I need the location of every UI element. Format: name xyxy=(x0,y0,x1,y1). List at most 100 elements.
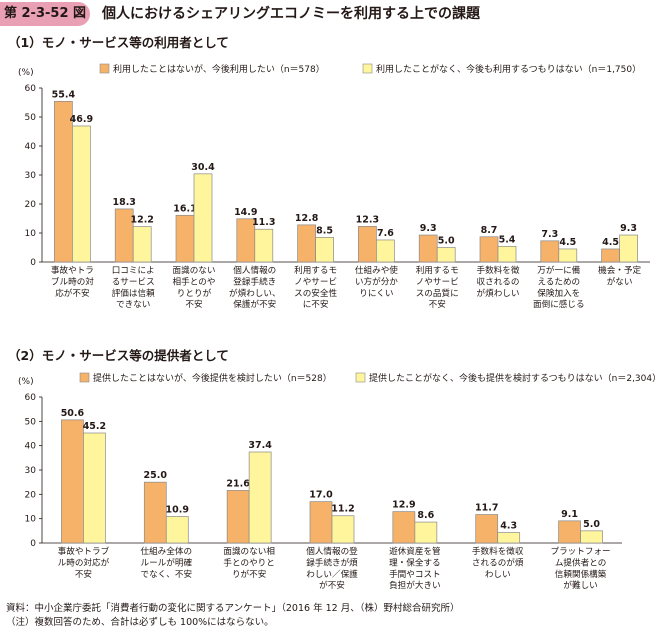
chart1-category-label-9: 万が一に備 xyxy=(537,264,580,276)
chart2-value-label-s1-c6: 11.7 xyxy=(475,503,498,514)
chart1-value-label-s2-c10: 9.3 xyxy=(620,223,637,234)
chart2-category-label-7: プラットフォー xyxy=(550,546,610,557)
chart2-category-label-7: ム提供者との xyxy=(555,556,606,568)
chart1-bar-s2-c8 xyxy=(497,245,517,263)
chart1-bar-s2-c7 xyxy=(436,247,456,263)
chart1-category-label-2: 評価は信頼 xyxy=(112,287,155,299)
chart1-category-label-6: りにくい xyxy=(359,288,393,299)
chart1-category-label-8: 収されるの xyxy=(477,275,520,287)
chart1-category-label-7: ノやサービ xyxy=(416,276,459,287)
chart2-value-label-s2-c5: 8.6 xyxy=(417,510,434,521)
chart1-y-tick-label: 20 xyxy=(25,200,37,210)
chart1-value-label-s1-c2: 18.3 xyxy=(112,197,135,208)
chart2-category-label-6: されるのが煩 xyxy=(472,556,524,568)
chart2-y-tick-label: 10 xyxy=(25,515,37,525)
chart2-value-label-s2-c7: 5.0 xyxy=(583,519,600,530)
chart1-value-label-s1-c4: 14.9 xyxy=(234,207,257,218)
chart2-category-label-5: 理・保全する xyxy=(389,556,441,568)
chart1-category-label-6: い方が分か xyxy=(355,275,398,287)
chart1-y-tick-label: 0 xyxy=(30,258,36,268)
chart1-category-label-2: 口コミによ xyxy=(112,265,155,276)
chart1-category-label-1: 事故やトラ xyxy=(51,264,94,276)
chart2-unit-label: (%) xyxy=(18,377,34,387)
chart1-value-label-s2-c6: 7.6 xyxy=(377,228,394,239)
chart2-title: （2）モノ・サービス等の提供者として xyxy=(8,348,229,363)
footnote: （注）複数回答のため、合計は必ずしも 100%にはならない。 xyxy=(6,617,274,628)
chart2-y-tick-label: 20 xyxy=(25,490,37,500)
chart2-bar-s2-c6 xyxy=(497,532,521,544)
chart1-category-label-5: 利用するモ xyxy=(294,264,337,276)
chart1-bar-s2-c9 xyxy=(558,248,578,263)
figure-title: 個人におけるシェアリングエコノミーを利用する上での課題 xyxy=(102,6,480,22)
chart2-category-label-3: 面識のない相 xyxy=(223,545,275,557)
chart1-value-label-s2-c5: 8.5 xyxy=(316,225,333,236)
chart2-category-label-4: わしい／保護 xyxy=(306,568,358,580)
chart1-bar-s1-c9 xyxy=(540,240,560,263)
chart1-bar-s2-c1 xyxy=(72,125,91,263)
chart1-bar-s2-c10 xyxy=(619,234,638,263)
chart2-category-label-2: ルールが明確 xyxy=(140,556,192,568)
chart2-category-label-1: 不安 xyxy=(75,568,93,580)
figure-label: 第 2-3-52 図 xyxy=(0,2,90,26)
chart1-category-label-9: えるための xyxy=(537,276,580,287)
chart1-value-label-s2-c1: 46.9 xyxy=(70,114,93,125)
chart1-title: （1）モノ・サービス等の利用者として xyxy=(8,35,229,50)
chart2-y-tick-label: 60 xyxy=(25,393,37,403)
chart1-category-label-2: できない xyxy=(116,299,150,310)
chart1-bar-s1-c6 xyxy=(358,225,377,263)
chart1-category-label-7: スの品質に xyxy=(416,288,459,299)
figure-footer: 資料：中小企業庁委託「消費者行動の変化に関するアンケート」（2016 年 12 … xyxy=(6,602,459,630)
chart1-category-label-4: 登録手続き xyxy=(233,275,276,287)
chart1-unit-label: (%) xyxy=(18,68,34,78)
chart2-value-label-s2-c1: 45.2 xyxy=(83,421,106,432)
chart1-category-label-7: 不安 xyxy=(429,298,447,310)
chart2-bar-s2-c5 xyxy=(414,521,438,544)
chart2-category-label-6: わしい xyxy=(485,569,511,580)
chart1-bar-s2-c3 xyxy=(193,173,213,263)
chart1-category-label-3: 面識のない xyxy=(173,264,216,276)
chart1-y-tick-label: 60 xyxy=(25,84,37,94)
chart1-legend-swatch-2 xyxy=(362,63,373,74)
chart1-category-label-1: ブル時の対 xyxy=(51,275,94,287)
chart1-bar-s1-c10 xyxy=(601,248,620,263)
chart1-value-label-s1-c3: 16.1 xyxy=(173,203,196,214)
chart2-bar-s2-c3 xyxy=(248,451,272,544)
chart1-value-label-s2-c3: 30.4 xyxy=(191,162,215,173)
chart2-y-tick-label: 40 xyxy=(25,442,37,452)
chart1-value-label-s2-c4: 11.3 xyxy=(252,217,275,228)
chart2-bar-s1-c4 xyxy=(309,501,333,544)
chart2-value-label-s2-c3: 37.4 xyxy=(248,440,272,451)
chart2-category-label-3: りが不安 xyxy=(232,568,267,580)
chart2-legend-label-1: 提供したことはないが、今後提供を検討したい（n＝528） xyxy=(93,372,332,384)
chart2-bar-s1-c5 xyxy=(392,511,416,544)
chart2-category-label-3: 手とのやりと xyxy=(223,556,274,568)
chart1-value-label-s1-c8: 8.7 xyxy=(481,225,498,236)
chart1-category-label-10: 機会・予定 xyxy=(598,264,641,276)
chart1-y-tick-label: 30 xyxy=(25,171,37,181)
chart1-value-label-s1-c1: 55.4 xyxy=(52,89,76,100)
chart2-bar-s1-c6 xyxy=(475,514,499,544)
chart2-bar-s2-c1 xyxy=(83,432,106,544)
chart1-category-label-9: 面倒に感じる xyxy=(533,298,585,310)
chart1-bar-s1-c5 xyxy=(297,224,316,263)
chart1-bar-s2-c2 xyxy=(132,226,152,263)
chart2-value-label-s1-c1: 50.6 xyxy=(61,408,85,419)
chart2-value-label-s1-c3: 21.6 xyxy=(226,478,250,489)
chart1-value-label-s2-c2: 12.2 xyxy=(130,215,153,226)
chart1-y-tick-label: 50 xyxy=(25,113,37,123)
chart1-category-label-2: るサービス xyxy=(112,276,155,287)
chart2-bar-s1-c1 xyxy=(61,419,84,544)
chart2-category-label-4: 個人情報の登 xyxy=(306,545,358,557)
chart1-category-label-4: 保護が不安 xyxy=(233,298,276,310)
chart2-value-label-s1-c7: 9.1 xyxy=(561,509,578,520)
chart2-category-label-5: 負担が大きい xyxy=(389,579,441,591)
chart1-value-label-s1-c5: 12.8 xyxy=(295,213,319,224)
chart1-category-label-5: ノやサービ xyxy=(294,276,337,287)
chart2-category-label-1: ル時の対応が xyxy=(58,556,110,568)
chart1-category-label-8: が煩わしい xyxy=(477,287,520,299)
chart1-category-label-3: 不安 xyxy=(185,298,203,310)
chart2-value-label-s1-c4: 17.0 xyxy=(309,490,333,501)
chart1-legend-swatch-1 xyxy=(99,63,110,74)
chart2-bar-s1-c7 xyxy=(558,520,581,544)
